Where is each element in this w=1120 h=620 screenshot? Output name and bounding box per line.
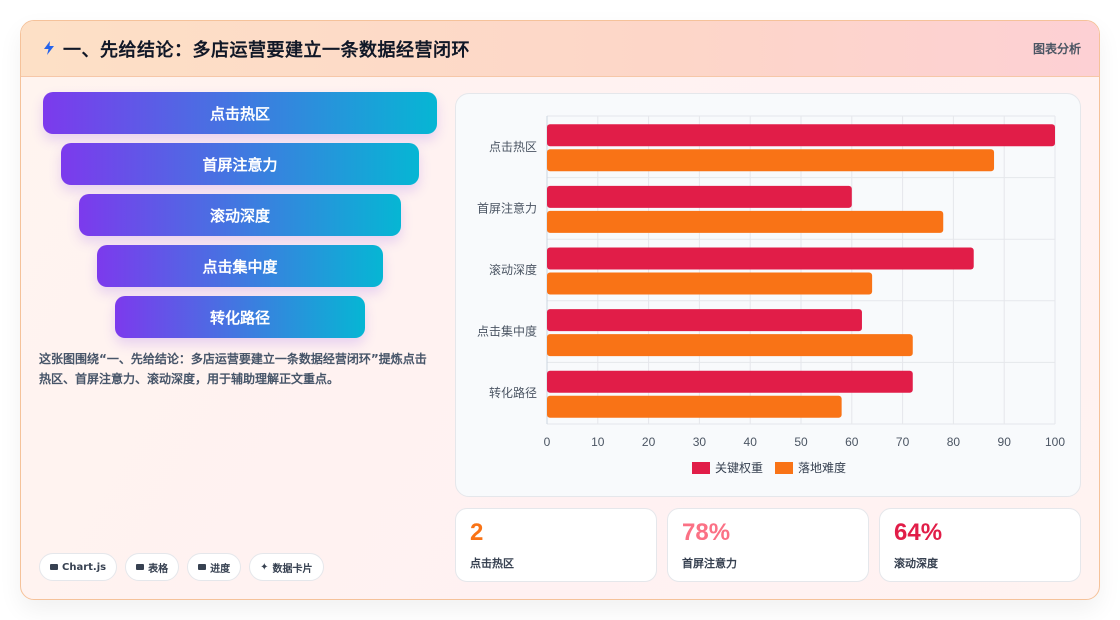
bar bbox=[547, 370, 913, 393]
chip-label: 进度 bbox=[210, 563, 231, 575]
bar bbox=[547, 309, 862, 332]
funnel-step-label: 滚动深度 bbox=[209, 206, 270, 225]
sparkle-icon: ✦ bbox=[260, 561, 269, 573]
funnel-step: 点击热区 bbox=[43, 92, 437, 134]
table-icon bbox=[136, 564, 145, 570]
bar bbox=[547, 149, 995, 172]
x-tick-label: 0 bbox=[544, 435, 551, 449]
stat-value: 2 bbox=[470, 519, 484, 546]
bar bbox=[547, 124, 1055, 147]
funnel-step-label: 点击集中度 bbox=[202, 257, 278, 276]
funnel-step-label: 首屏注意力 bbox=[202, 155, 278, 174]
bar bbox=[547, 185, 852, 208]
bar bbox=[547, 272, 873, 295]
section-title: 一、先给结论：多店运营要建立一条数据经营闭环 bbox=[63, 40, 470, 61]
chip-data-card[interactable]: ✦ 数据卡片 bbox=[249, 553, 324, 581]
stat-label: 首屏注意力 bbox=[682, 557, 737, 570]
bar-chart: 0 10 20 30 40 50 60 70 80 90 100 点击热区首屏注意力滚动深度点击集中度… bbox=[477, 115, 1065, 475]
x-tick-label: 60 bbox=[845, 435, 859, 449]
stat-label: 滚动深度 bbox=[894, 557, 938, 570]
y-tick-label: 点击集中度 bbox=[477, 324, 537, 339]
x-tick-label: 20 bbox=[642, 435, 656, 449]
chart-icon bbox=[50, 564, 58, 570]
bar bbox=[547, 334, 913, 357]
funnel-step: 点击集中度 bbox=[97, 245, 383, 287]
chip-label: Chart.js bbox=[62, 561, 107, 573]
funnel-step: 滚动深度 bbox=[79, 194, 401, 236]
chart-description: 这张图围绕“一、先给结论：多店运营要建立一条数据经营闭环”提炼点击热区、首屏注意… bbox=[39, 352, 427, 386]
chart-panel: 0 10 20 30 40 50 60 70 80 90 100 点击热区首屏注意力滚动深度点击集中度… bbox=[455, 93, 1081, 497]
funnel-step: 转化路径 bbox=[115, 296, 365, 338]
x-tick-label: 40 bbox=[744, 435, 758, 449]
lightning-icon bbox=[44, 41, 54, 55]
bar bbox=[547, 395, 842, 418]
funnel-step-label: 点击热区 bbox=[209, 104, 270, 123]
x-tick-label: 50 bbox=[794, 435, 808, 449]
x-tick-label: 90 bbox=[998, 435, 1012, 449]
stat-value: 78% bbox=[682, 519, 731, 546]
chip-label: 数据卡片 bbox=[272, 563, 313, 575]
y-tick-label: 转化路径 bbox=[489, 385, 537, 400]
feature-chips: Chart.js 表格 进度 ✦ 数据卡片 bbox=[39, 553, 324, 581]
chart-analysis-link[interactable]: 图表分析 bbox=[1032, 42, 1081, 56]
legend-swatch bbox=[775, 462, 793, 474]
article-card: 一、先给结论：多店运营要建立一条数据经营闭环 图表分析 点击热区 首屏注意力 滚… bbox=[20, 20, 1100, 600]
stat-card: 2 点击热区 bbox=[455, 508, 657, 582]
funnel-step-label: 转化路径 bbox=[209, 308, 270, 327]
x-tick-label: 10 bbox=[591, 435, 605, 449]
funnel-step: 首屏注意力 bbox=[61, 143, 419, 185]
chip-progress[interactable]: 进度 bbox=[187, 553, 242, 581]
stat-card: 78% 首屏注意力 bbox=[667, 508, 869, 582]
x-tick-label: 80 bbox=[947, 435, 961, 449]
y-tick-label: 滚动深度 bbox=[489, 262, 537, 277]
stat-card: 64% 滚动深度 bbox=[879, 508, 1081, 582]
x-tick-label: 30 bbox=[693, 435, 707, 449]
y-tick-label: 首屏注意力 bbox=[477, 200, 537, 215]
legend-swatch bbox=[692, 462, 710, 474]
legend-label: 落地难度 bbox=[798, 460, 846, 475]
legend-label: 关键权重 bbox=[715, 461, 763, 475]
bar bbox=[547, 247, 974, 270]
card-header: 一、先给结论：多店运营要建立一条数据经营闭环 图表分析 bbox=[21, 21, 1099, 77]
stat-label: 点击热区 bbox=[470, 557, 514, 570]
x-tick-label: 100 bbox=[1045, 435, 1065, 449]
y-tick-label: 点击热区 bbox=[489, 140, 537, 154]
chip-table[interactable]: 表格 bbox=[125, 553, 180, 581]
progress-icon bbox=[198, 564, 207, 570]
chip-chartjs[interactable]: Chart.js bbox=[39, 553, 118, 581]
bar bbox=[547, 210, 944, 233]
chip-label: 表格 bbox=[148, 563, 169, 575]
x-tick-label: 70 bbox=[896, 435, 910, 449]
stat-value: 64% bbox=[894, 519, 943, 546]
